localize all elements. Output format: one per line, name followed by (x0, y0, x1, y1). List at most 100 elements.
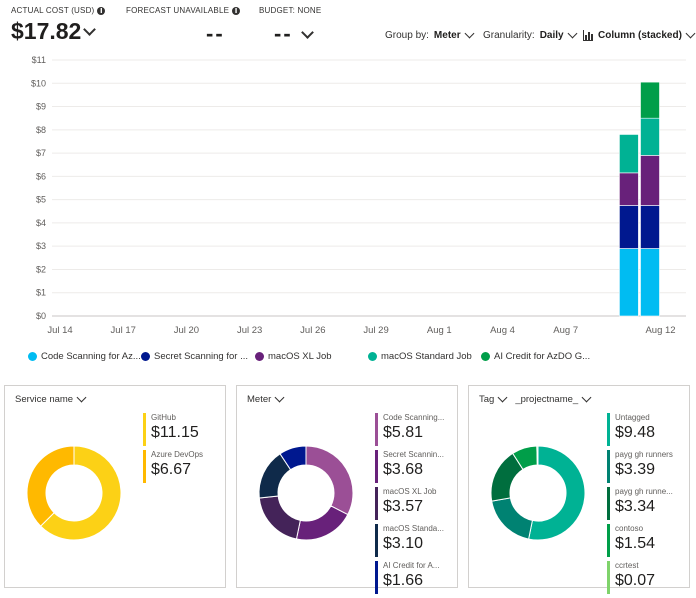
legend-swatch (481, 352, 490, 361)
chevron-down-icon[interactable] (83, 23, 97, 36)
chart-legend: Code Scanning for Az... Secret Scanning f… (28, 351, 688, 365)
y-tick-label: $11 (32, 55, 46, 65)
actual-cost-kpi[interactable]: ACTUAL COST (USD) i $17.82 (11, 6, 106, 45)
item-name: contoso (615, 524, 644, 533)
item-value: $1.66 (383, 572, 424, 589)
item-value: $0.07 (615, 572, 656, 589)
legend-item[interactable]: AI Credit for AzDO G... (481, 351, 590, 362)
legend-label: macOS XL Job (268, 351, 332, 362)
item-value: $5.81 (383, 424, 424, 441)
bar-segment[interactable] (619, 134, 639, 174)
donut-slice[interactable] (279, 445, 307, 471)
item-name: Secret Scannin... (383, 450, 444, 459)
donut-legend-item[interactable]: macOS Standa... $3.10 (375, 524, 444, 557)
donut-slice[interactable] (528, 445, 586, 541)
donut-legend-item[interactable]: Azure DevOps $6.67 (143, 450, 203, 483)
donut-legend-item[interactable]: macOS XL Job $3.57 (375, 487, 444, 520)
legend-label: AI Credit for AzDO G... (494, 351, 591, 362)
tag-card: Tag _projectname_ Untagged $9.48 payg gh r… (468, 385, 690, 594)
bar-segment[interactable] (640, 205, 660, 249)
budget-kpi[interactable]: BUDGET: NONE -- (259, 6, 321, 47)
donut-legend-item[interactable]: AI Credit for A... $1.66 (375, 561, 444, 594)
item-name: payg gh runners (615, 450, 673, 459)
legend-item[interactable]: Code Scanning for Az... (28, 351, 141, 362)
legend-color-bar (375, 524, 378, 557)
item-name: macOS XL Job (383, 487, 437, 496)
x-tick-label: Aug 4 (490, 325, 515, 336)
donut-slice[interactable] (305, 445, 354, 516)
x-tick-label: Aug 1 (427, 325, 452, 336)
legend-color-bar (607, 487, 610, 520)
item-value: $3.68 (383, 461, 424, 478)
item-name: Azure DevOps (151, 450, 204, 459)
legend-item[interactable]: macOS XL Job (255, 351, 332, 362)
donut-slice[interactable] (491, 497, 534, 540)
legend-color-bar (143, 413, 146, 446)
bar-segment[interactable] (619, 248, 639, 317)
chevron-down-icon (497, 392, 508, 403)
donut-slice[interactable] (258, 495, 301, 540)
donut-legend-item[interactable]: ccrtest $0.07 (607, 561, 673, 594)
meter-dropdown[interactable]: Meter (247, 392, 285, 405)
service-name-dropdown[interactable]: Service name (15, 392, 87, 405)
donut-legend-item[interactable]: payg gh runne... $3.34 (607, 487, 673, 520)
y-tick-label: $6 (36, 171, 46, 181)
donut-legend: Untagged $9.48 payg gh runners $3.39 payg gh… (607, 413, 673, 598)
chevron-down-icon[interactable] (300, 25, 314, 39)
chevron-down-icon (274, 392, 285, 403)
legend-item[interactable]: macOS Standard Job (368, 351, 472, 362)
y-tick-label: $9 (36, 102, 46, 112)
donut-legend-item[interactable]: Untagged $9.48 (607, 413, 673, 446)
item-value: $3.34 (615, 498, 656, 515)
bar-segment[interactable] (640, 81, 660, 119)
donut-slice[interactable] (26, 445, 75, 527)
legend-color-bar (375, 561, 378, 594)
donut-slice[interactable] (536, 445, 539, 466)
donut-legend-item[interactable]: Secret Scannin... $3.68 (375, 450, 444, 483)
info-icon[interactable]: i (97, 6, 106, 15)
legend-color-bar (607, 524, 610, 557)
donut-legend-item[interactable]: Code Scanning... $5.81 (375, 413, 444, 446)
legend-swatch (28, 352, 37, 361)
x-tick-label: Jul 26 (300, 325, 325, 336)
bar-segment[interactable] (619, 205, 639, 249)
x-tick-label: Aug 7 (553, 325, 578, 336)
item-value: $3.57 (383, 498, 424, 515)
item-name: payg gh runne... (615, 487, 673, 496)
donut-slice[interactable] (295, 505, 349, 541)
y-tick-label: $4 (36, 218, 46, 228)
tag-dropdown[interactable]: Tag (479, 392, 508, 405)
bar-segment[interactable] (640, 155, 660, 206)
x-tick-label: Jul 20 (174, 325, 199, 336)
info-icon[interactable]: i (232, 6, 241, 15)
bar-segment[interactable] (640, 117, 660, 156)
legend-label: macOS Standard Job (381, 351, 472, 362)
donut-legend-item[interactable]: GitHub $11.15 (143, 413, 203, 446)
legend-swatch (368, 352, 377, 361)
actual-cost-value: $17.82 (11, 18, 82, 44)
legend-color-bar (607, 450, 610, 483)
item-value: $3.39 (615, 461, 656, 478)
meter-card: Meter Code Scanning... $5.81 Secret Scanni… (236, 385, 458, 594)
y-tick-label: $7 (36, 148, 46, 158)
bar-segment[interactable] (619, 172, 639, 206)
y-tick-label: $3 (36, 241, 46, 251)
x-tick-label: Jul 23 (237, 325, 262, 336)
bar-segment[interactable] (640, 248, 660, 317)
tag-key-dropdown[interactable]: _projectname_ (515, 392, 592, 405)
y-tick-label: $10 (31, 78, 46, 88)
x-tick-label: Aug 12 (645, 325, 675, 336)
legend-item[interactable]: Secret Scanning for ... (141, 351, 248, 362)
donut-legend-item[interactable]: contoso $1.54 (607, 524, 673, 557)
donut-legend-item[interactable]: payg gh runners $3.39 (607, 450, 673, 483)
item-value: $3.10 (383, 535, 424, 552)
group-by-dropdown[interactable]: Group by: Meter (385, 28, 475, 41)
y-tick-label: $1 (36, 288, 46, 298)
granularity-dropdown[interactable]: Granularity: Daily (483, 28, 578, 41)
chevron-down-icon (464, 28, 475, 39)
y-tick-label: $2 (36, 264, 46, 274)
donut-slice[interactable] (39, 445, 122, 541)
chart-type-dropdown[interactable]: Column (stacked) (583, 28, 696, 41)
x-tick-label: Jul 29 (363, 325, 388, 336)
legend-label: Secret Scanning for ... (154, 351, 248, 362)
